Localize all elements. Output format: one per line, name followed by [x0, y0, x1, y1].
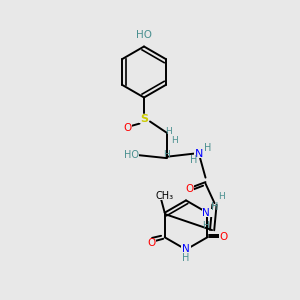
Text: H: H — [202, 221, 209, 230]
Text: N: N — [195, 148, 204, 159]
FancyBboxPatch shape — [123, 124, 132, 132]
FancyBboxPatch shape — [139, 115, 149, 123]
Text: H: H — [182, 253, 190, 263]
FancyBboxPatch shape — [139, 37, 149, 45]
Text: CH₃: CH₃ — [156, 191, 174, 201]
FancyBboxPatch shape — [159, 192, 170, 200]
Text: O: O — [185, 184, 193, 194]
FancyBboxPatch shape — [184, 185, 194, 193]
Text: H: H — [163, 150, 170, 159]
FancyBboxPatch shape — [219, 233, 228, 241]
Text: O: O — [220, 232, 228, 242]
FancyBboxPatch shape — [181, 245, 191, 254]
FancyBboxPatch shape — [194, 149, 205, 158]
FancyBboxPatch shape — [124, 151, 140, 159]
Text: HO: HO — [124, 150, 140, 160]
FancyBboxPatch shape — [147, 239, 156, 247]
Text: S: S — [140, 114, 148, 124]
FancyBboxPatch shape — [202, 208, 213, 217]
Text: N: N — [182, 244, 190, 254]
Text: H: H — [218, 192, 224, 201]
Text: H: H — [190, 154, 198, 165]
Text: O: O — [147, 238, 155, 248]
Text: H: H — [171, 136, 178, 145]
Text: H: H — [165, 128, 171, 136]
Text: H: H — [211, 202, 218, 212]
Text: O: O — [123, 123, 132, 133]
Text: N: N — [202, 208, 210, 218]
Text: HO: HO — [136, 30, 152, 40]
Text: H: H — [204, 143, 211, 153]
